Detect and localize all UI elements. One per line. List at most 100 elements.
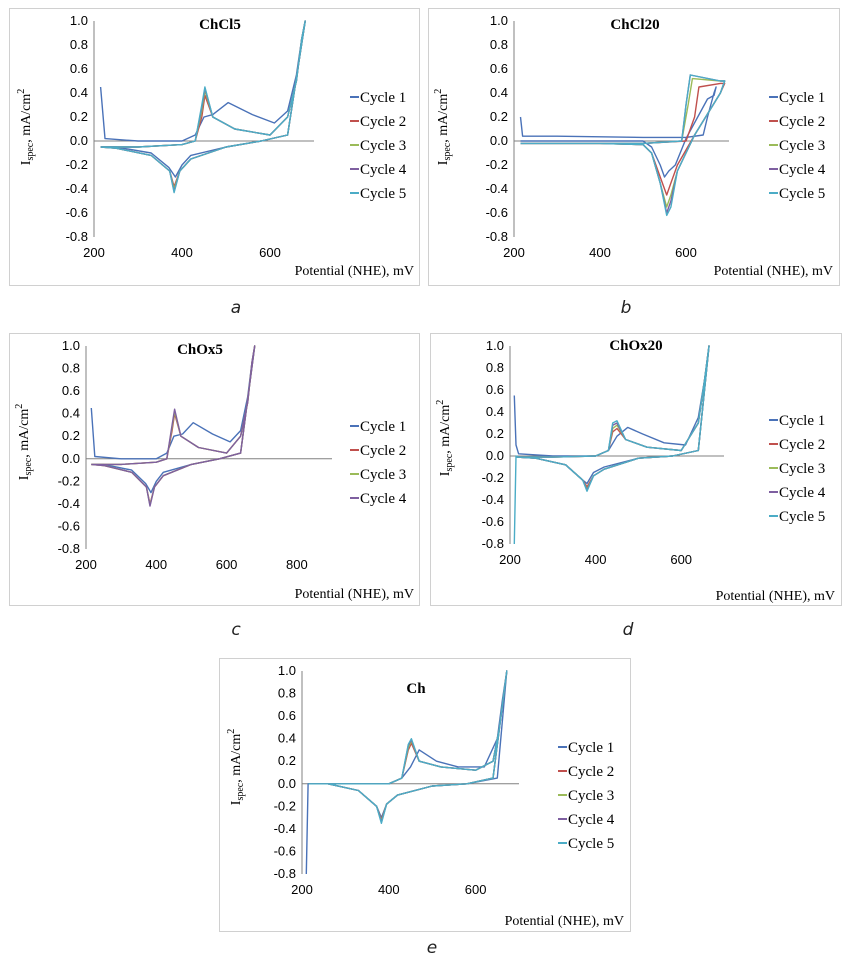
chart-panel-b: 1.0 0.8 0.6 0.4 0.2 0.0 -0.2 -0.4 -0.6 -0.8 200 400… bbox=[428, 8, 840, 286]
y-tick-label: 0.6 bbox=[490, 61, 508, 76]
y-tick-label: 0.0 bbox=[278, 776, 296, 791]
series-line-1 bbox=[513, 345, 710, 485]
y-tick-label: 0.2 bbox=[486, 426, 504, 441]
y-label-main: I bbox=[17, 475, 32, 480]
series-line-1 bbox=[305, 670, 508, 875]
y-axis-label: Ispec, mA/cm2 bbox=[433, 89, 453, 165]
legend-item: Cycle 5 bbox=[779, 509, 825, 525]
series-line-5 bbox=[513, 345, 710, 545]
y-axis-label: Ispec, mA/cm2 bbox=[435, 400, 455, 476]
y-tick-label: 0.0 bbox=[490, 133, 508, 148]
y-label-main: I bbox=[19, 160, 34, 165]
x-tick-label: 600 bbox=[465, 882, 487, 897]
y-tick-label: 0.8 bbox=[486, 360, 504, 375]
y-label-rest: , mA/cm bbox=[229, 734, 244, 783]
chart-title: ChCl20 bbox=[610, 17, 659, 33]
y-tick-label: 1.0 bbox=[490, 13, 508, 28]
x-tick-label: 400 bbox=[585, 552, 607, 567]
y-label-main: I bbox=[438, 471, 453, 476]
y-label-sub: spec bbox=[442, 142, 453, 160]
panel-caption-e: e bbox=[426, 938, 438, 958]
y-tick-label: 0.0 bbox=[486, 448, 504, 463]
y-tick-label: -0.8 bbox=[482, 536, 504, 551]
y-tick-label: -0.2 bbox=[66, 157, 88, 172]
panel-caption-d: d bbox=[622, 620, 634, 640]
y-axis-label: Ispec, mA/cm2 bbox=[226, 729, 246, 805]
legend-item: Cycle 1 bbox=[360, 419, 406, 435]
y-tick-label: -0.6 bbox=[66, 205, 88, 220]
y-label-main: I bbox=[229, 800, 244, 805]
y-tick-label: 0.4 bbox=[490, 85, 508, 100]
y-tick-label: -0.4 bbox=[482, 492, 504, 507]
y-label-rest: , mA/cm bbox=[17, 409, 32, 458]
y-tick-label: 1.0 bbox=[486, 338, 504, 353]
y-label-sub: spec bbox=[235, 782, 246, 800]
series-line-3 bbox=[91, 345, 256, 506]
y-tick-label: 1.0 bbox=[70, 13, 88, 28]
legend-item: Cycle 5 bbox=[360, 186, 406, 202]
x-tick-label: 200 bbox=[499, 552, 521, 567]
x-tick-label: 400 bbox=[145, 557, 167, 572]
chart-panel-c: 1.0 0.8 0.6 0.4 0.2 0.0 -0.2 -0.4 -0.6 -0.8 200 400… bbox=[9, 333, 420, 606]
x-tick-label: 200 bbox=[291, 882, 313, 897]
y-tick-label: 0.8 bbox=[278, 686, 296, 701]
y-tick-label: -0.6 bbox=[274, 843, 296, 858]
x-tick-label: 600 bbox=[675, 245, 697, 260]
y-axis-label: Ispec, mA/cm2 bbox=[14, 404, 34, 480]
legend-item: Cycle 2 bbox=[568, 764, 614, 780]
y-tick-label: -0.8 bbox=[66, 229, 88, 244]
y-tick-label: -0.8 bbox=[58, 541, 80, 556]
legend-item: Cycle 2 bbox=[360, 443, 406, 459]
y-tick-label: -0.6 bbox=[482, 514, 504, 529]
legend-item: Cycle 4 bbox=[779, 485, 826, 501]
y-tick-label: -0.4 bbox=[58, 496, 80, 511]
x-tick-label: 600 bbox=[216, 557, 238, 572]
legend-item: Cycle 3 bbox=[360, 467, 406, 483]
legend-item: Cycle 4 bbox=[360, 491, 407, 507]
legend-item: Cycle 4 bbox=[360, 162, 407, 178]
y-tick-label: -0.4 bbox=[274, 821, 296, 836]
y-label-main: I bbox=[436, 160, 451, 165]
y-tick-label: -0.4 bbox=[66, 181, 88, 196]
x-tick-label: 600 bbox=[259, 245, 281, 260]
y-label-sub: spec bbox=[444, 453, 455, 471]
y-tick-label: -0.2 bbox=[486, 157, 508, 172]
y-tick-label: 0.8 bbox=[62, 361, 80, 376]
x-tick-label: 400 bbox=[589, 245, 611, 260]
x-tick-label: 600 bbox=[670, 552, 692, 567]
y-label-sup: 2 bbox=[14, 404, 25, 409]
legend-item: Cycle 3 bbox=[568, 788, 614, 804]
legend-item: Cycle 2 bbox=[779, 114, 825, 130]
y-label-sup: 2 bbox=[433, 89, 444, 94]
legend-item: Cycle 3 bbox=[779, 138, 825, 154]
y-tick-label: 0.4 bbox=[62, 406, 80, 421]
chart-panel-e: 1.0 0.8 0.6 0.4 0.2 0.0 -0.2 -0.4 -0.6 -0.8 200 400… bbox=[219, 658, 631, 932]
y-tick-label: 0.6 bbox=[486, 382, 504, 397]
y-label-sup: 2 bbox=[226, 729, 237, 734]
series-line-5 bbox=[100, 20, 306, 194]
x-axis-label: Potential (NHE), mV bbox=[295, 264, 414, 279]
legend-item: Cycle 2 bbox=[360, 114, 406, 130]
x-tick-label: 400 bbox=[171, 245, 193, 260]
y-tick-label: -0.8 bbox=[486, 229, 508, 244]
chart-title: ChOx20 bbox=[609, 338, 662, 354]
y-tick-label: 0.4 bbox=[486, 404, 504, 419]
x-axis-label: Potential (NHE), mV bbox=[505, 914, 624, 929]
y-tick-label: 1.0 bbox=[278, 663, 296, 678]
y-tick-label: 1.0 bbox=[62, 338, 80, 353]
series-line-3 bbox=[100, 20, 306, 190]
x-axis-label: Potential (NHE), mV bbox=[714, 264, 833, 279]
x-tick-label: 400 bbox=[378, 882, 400, 897]
chart-panel-a: 1.0 0.8 0.6 0.4 0.2 0.0 -0.2 -0.4 -0.6 -0.8 200 400… bbox=[9, 8, 420, 286]
legend-item: Cycle 5 bbox=[568, 836, 614, 852]
legend-item: Cycle 1 bbox=[779, 90, 825, 106]
y-tick-label: -0.6 bbox=[486, 205, 508, 220]
y-label-rest: , mA/cm bbox=[19, 94, 34, 143]
legend-item: Cycle 2 bbox=[779, 437, 825, 453]
y-tick-label: -0.4 bbox=[486, 181, 508, 196]
